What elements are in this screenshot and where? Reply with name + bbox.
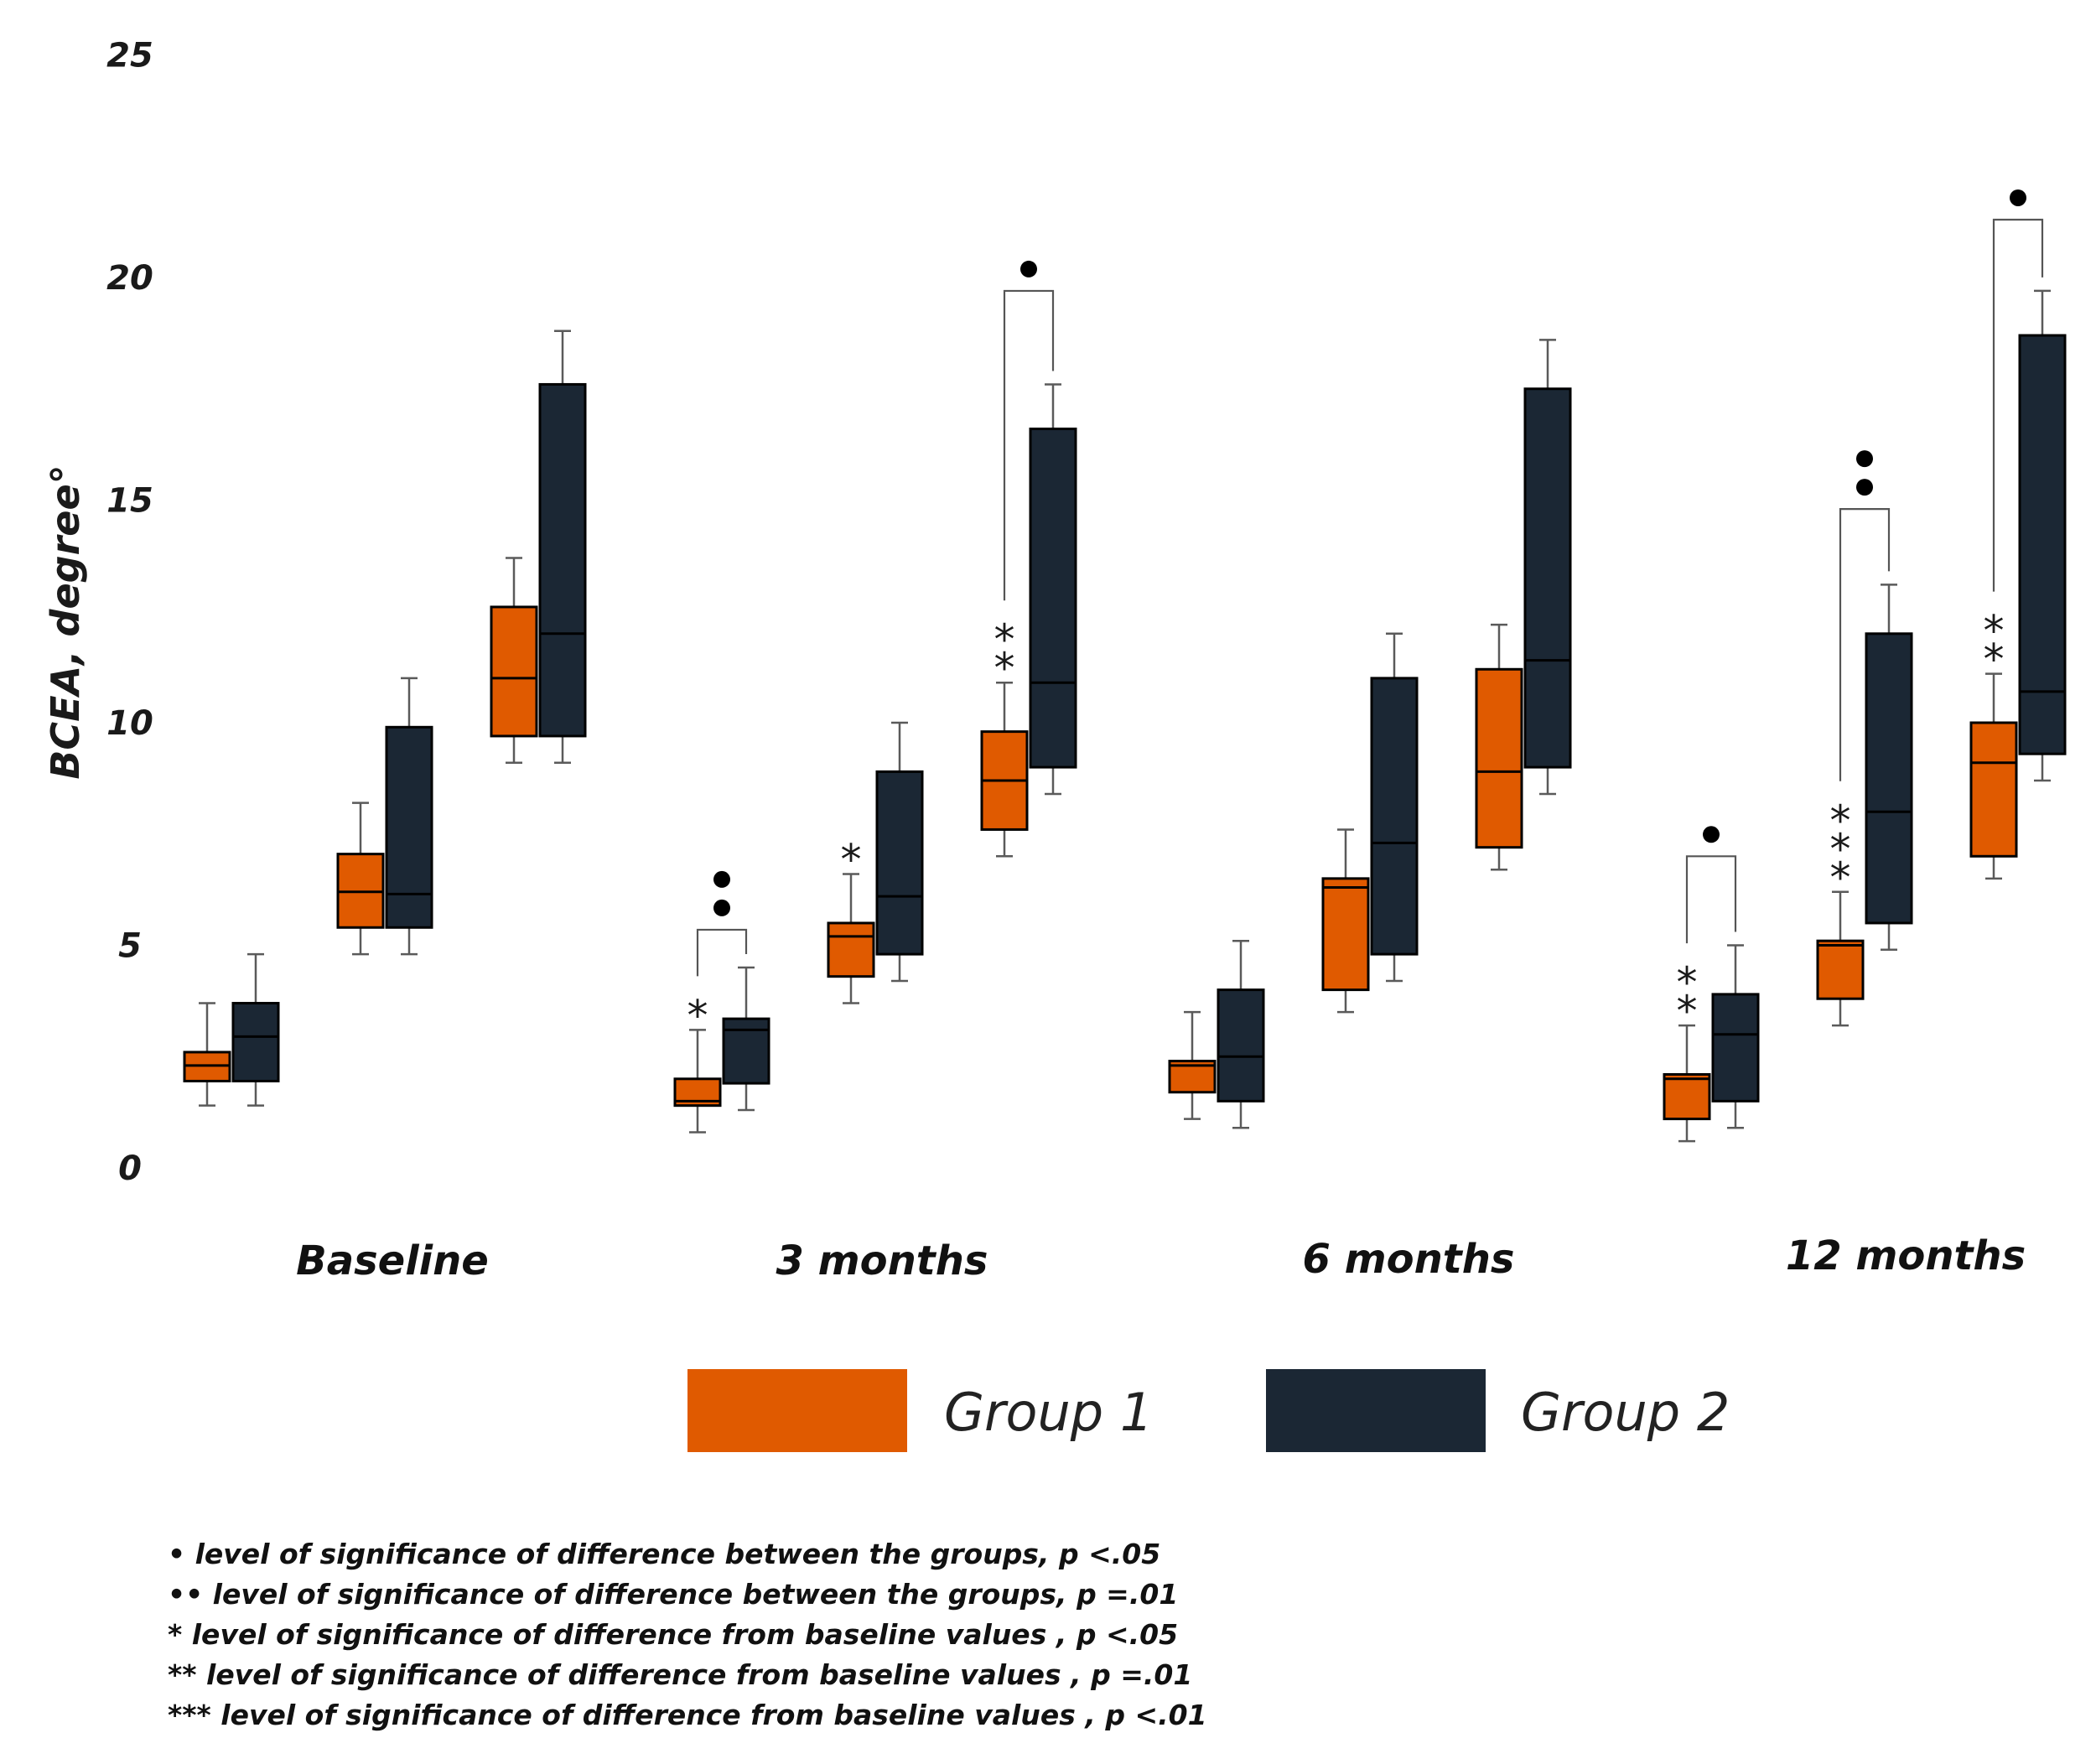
significance-star: *: [1677, 958, 1698, 1007]
box-group-2: [1865, 584, 1913, 952]
significance-bracket: [1003, 289, 1055, 601]
box-group-2: [538, 329, 587, 765]
box-iqr: [1217, 988, 1265, 1102]
box-group-2: [1217, 939, 1265, 1129]
significance-star: *: [841, 836, 862, 885]
box-iqr: [1321, 877, 1370, 992]
legend-label-group-2: Group 2: [1521, 1382, 1730, 1443]
box-iqr: [538, 382, 587, 738]
box-group-2: [231, 952, 280, 1107]
group-difference-dot: [1020, 260, 1037, 278]
box-iqr: [875, 770, 924, 956]
box-group-1: [980, 681, 1029, 858]
group-difference-dot: [2010, 189, 2026, 206]
box-iqr: [385, 725, 433, 929]
box-group-2: [2018, 289, 2067, 782]
box-iqr: [231, 1002, 280, 1082]
group-difference-dot: [1856, 450, 1873, 468]
significance-star: *: [1830, 796, 1851, 845]
box-group-1: [336, 802, 385, 956]
y-tick-label: 20: [106, 259, 153, 298]
box-iqr: [1969, 721, 2018, 858]
significance-star: *: [1984, 636, 2005, 684]
y-axis-ticks: 0 5 10 15 20 25: [106, 37, 153, 1189]
box-group-1: [1321, 828, 1370, 1014]
box-iqr: [1816, 939, 1865, 1000]
significance-bracket: [1992, 218, 2044, 592]
significance-star: *: [994, 615, 1015, 664]
significance-marks: ***********: [687, 189, 2044, 1040]
legend-swatch-group-2: [1266, 1369, 1486, 1452]
y-axis-label: BCEA, degree°: [43, 464, 88, 779]
box-iqr: [490, 605, 538, 738]
footnote-1: • level of significance of difference be…: [168, 1538, 1160, 1570]
legend-swatch-group-1: [687, 1369, 907, 1452]
significance-star: *: [1677, 987, 1698, 1035]
y-tick-label: 10: [106, 704, 153, 743]
box-plots: [183, 289, 2067, 1143]
box-iqr: [722, 1017, 770, 1085]
category-label: 6 months: [1303, 1236, 1515, 1283]
box-iqr: [1523, 387, 1572, 769]
significance-star: *: [1984, 607, 2005, 656]
box-iqr: [1029, 428, 1077, 769]
box-group-1: [1663, 1024, 1711, 1143]
box-iqr: [1475, 667, 1523, 849]
group-difference-dot: [713, 870, 730, 888]
box-group-1: [490, 557, 538, 765]
footnote-2: •• level of significance of difference b…: [168, 1578, 1178, 1611]
significance-star: *: [1830, 853, 1851, 902]
significance-bracket: [1839, 508, 1891, 781]
box-group-2: [1711, 944, 1760, 1129]
box-iqr: [1663, 1072, 1711, 1121]
legend-label-group-1: Group 1: [944, 1382, 1153, 1443]
group-difference-dot: [1856, 479, 1873, 496]
footnote-5: *** level of significance of difference …: [168, 1699, 1207, 1731]
significance-star: *: [1830, 825, 1851, 874]
significance-star: *: [994, 644, 1015, 693]
box-group-1: [1969, 672, 2018, 880]
footnote-3: * level of significance of difference fr…: [168, 1618, 1178, 1651]
box-iqr: [1865, 632, 1913, 925]
footnotes: • level of significance of difference be…: [168, 1538, 1207, 1731]
box-group-2: [1523, 339, 1572, 796]
group-difference-dot: [1703, 826, 1720, 843]
box-group-2: [385, 677, 433, 956]
box-group-1: [827, 873, 875, 1004]
box-iqr: [1370, 677, 1419, 956]
box-group-1: [1475, 623, 1523, 871]
y-tick-label: 25: [106, 37, 153, 75]
legend: Group 1 Group 2: [687, 1369, 1730, 1452]
box-group-2: [1029, 383, 1077, 796]
box-iqr: [1711, 993, 1760, 1102]
box-group-1: [1168, 1010, 1217, 1120]
footnote-4: ** level of significance of difference f…: [168, 1658, 1192, 1691]
box-group-1: [673, 1029, 722, 1134]
group-difference-dot: [713, 899, 730, 916]
category-label: 12 months: [1786, 1232, 2026, 1279]
box-group-2: [1370, 632, 1419, 983]
significance-bracket: [696, 928, 748, 977]
box-group-1: [183, 1002, 231, 1107]
x-axis-categories: Baseline 3 months 6 months 12 months: [296, 1232, 2026, 1284]
box-group-2: [722, 966, 770, 1112]
box-iqr: [2018, 334, 2067, 755]
y-tick-label: 15: [106, 482, 153, 521]
y-tick-label: 0: [118, 1149, 142, 1188]
significance-star: *: [687, 991, 708, 1040]
box-group-1: [1816, 890, 1865, 1027]
significance-bracket: [1685, 855, 1737, 944]
category-label: Baseline: [296, 1237, 489, 1284]
box-iqr: [827, 921, 875, 978]
y-tick-label: 5: [118, 927, 142, 966]
box-group-2: [875, 721, 924, 983]
category-label: 3 months: [776, 1237, 988, 1284]
